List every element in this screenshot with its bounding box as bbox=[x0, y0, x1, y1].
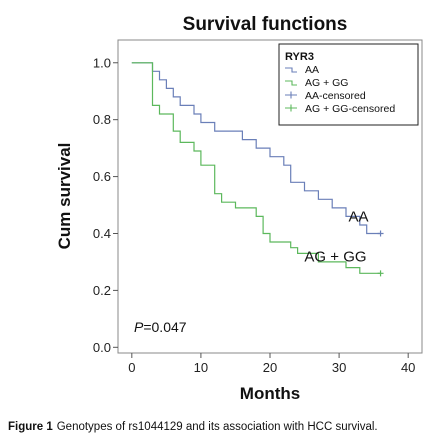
series-label-aa: AA bbox=[349, 208, 369, 225]
y-tick-label: 0.8 bbox=[93, 112, 111, 127]
figure-caption: Figure 1 Genotypes of rs1044129 and its a… bbox=[8, 421, 378, 433]
series-line-aa bbox=[131, 62, 381, 235]
legend-entry-label: AA bbox=[305, 64, 319, 76]
y-tick-label: 0.4 bbox=[93, 226, 111, 241]
censor-mark bbox=[377, 270, 384, 277]
x-tick-label: 40 bbox=[401, 360, 415, 375]
legend-entry-label: AG + GG bbox=[305, 77, 348, 89]
p-value-annotation: P=0.047 bbox=[134, 319, 187, 335]
y-tick-label: 0.0 bbox=[93, 340, 111, 355]
x-tick-label: 20 bbox=[263, 360, 277, 375]
figure-caption-text: Genotypes of rs1044129 and its associati… bbox=[56, 421, 378, 433]
legend-line-symbol bbox=[285, 67, 297, 73]
survival-chart: Survival functions Cum survival Months 0… bbox=[55, 14, 423, 403]
legend-box bbox=[278, 43, 419, 126]
legend-entry-label: AA-censored bbox=[305, 90, 366, 102]
p-value-number: =0.047 bbox=[143, 319, 186, 335]
chart-title: Survival functions bbox=[183, 14, 348, 35]
figure-label: Figure 1 bbox=[8, 421, 53, 433]
legend-censor-symbol bbox=[285, 104, 297, 112]
x-axis-label: Months bbox=[240, 384, 300, 403]
y-axis-label: Cum survival bbox=[55, 143, 74, 250]
series-label-ag-gg: AG + GG bbox=[304, 248, 366, 265]
legend-line-symbol bbox=[285, 80, 297, 86]
x-tick-label: 0 bbox=[128, 360, 135, 375]
y-tick-label: 0.6 bbox=[93, 169, 111, 184]
p-value-letter: P bbox=[134, 319, 144, 335]
x-tick-label: 30 bbox=[332, 360, 346, 375]
axes-layer: 0.0 0.2 0.4 0.6 0.8 1.0 0 10 20 30 40 bbox=[93, 55, 415, 375]
y-tick-label: 0.2 bbox=[93, 283, 111, 298]
y-tick-label: 1.0 bbox=[93, 55, 111, 70]
legend-title: RYR3 bbox=[285, 51, 314, 63]
censor-mark bbox=[377, 230, 384, 237]
legend-entry-label: AG + GG-censored bbox=[305, 103, 395, 115]
legend-censor-symbol bbox=[285, 91, 297, 99]
series-line-ag-gg bbox=[131, 62, 381, 274]
x-tick-label: 10 bbox=[194, 360, 208, 375]
